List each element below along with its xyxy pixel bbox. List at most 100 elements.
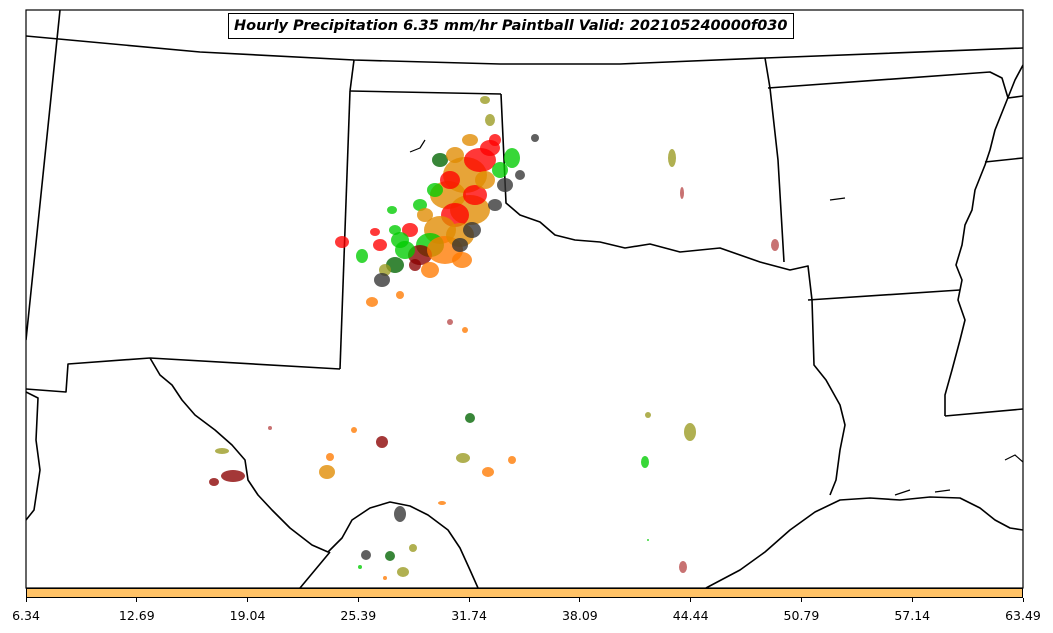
state-boundary-co-west: [349, 59, 355, 92]
colorbar-tick-mark: [247, 598, 249, 602]
precip-blob: [456, 453, 470, 463]
precip-blob: [645, 412, 651, 418]
state-boundary-ok-east: [764, 57, 785, 263]
mexico-boundary: [26, 391, 331, 588]
precip-blob: [376, 436, 388, 448]
precip-blob: [492, 162, 508, 178]
precip-blob: [438, 501, 446, 505]
precip-blob: [680, 187, 684, 199]
colorbar-tick-label: 50.79: [783, 608, 820, 623]
colorbar-tick-mark: [911, 598, 913, 602]
state-boundary-texas: [149, 93, 846, 496]
precip-blob: [268, 426, 272, 430]
precip-blob: [446, 147, 464, 163]
colorbar-tick-mark: [1022, 598, 1024, 602]
precip-blob: [409, 544, 417, 552]
precip-blob: [383, 576, 387, 580]
colorbar-tick-mark: [136, 598, 138, 602]
colorbar-tick-mark: [579, 598, 581, 602]
precip-blob: [413, 199, 427, 211]
precip-blob: [489, 134, 501, 146]
colorbar: [26, 588, 1023, 598]
colorbar-tick-label: 31.74: [451, 608, 488, 623]
state-boundary-nm-north: [349, 90, 502, 95]
precip-blob: [394, 506, 406, 522]
precip-blob: [480, 96, 490, 104]
state-boundary-ar-la: [807, 289, 961, 301]
colorbar-tick-label: 44.44: [672, 608, 709, 623]
precip-blob: [463, 222, 481, 238]
colorbar-tick-label: 19.04: [229, 608, 266, 623]
precip-blob: [397, 567, 409, 577]
precip-blob: [215, 448, 229, 454]
precip-blob: [389, 225, 401, 235]
state-boundary-mississippi-river: [944, 64, 1023, 416]
precip-blob: [447, 319, 453, 325]
colorbar-tick-label: 63.49: [1005, 608, 1041, 623]
precip-blob: [421, 262, 439, 278]
precip-blob: [402, 223, 418, 237]
colorbar-tick-label: 57.14: [894, 608, 931, 623]
precip-blob: [452, 238, 468, 252]
precip-blob: [488, 199, 502, 211]
precip-blob: [508, 456, 516, 464]
colorbar-tick-mark: [357, 598, 359, 602]
colorbar-tick-label: 38.09: [561, 608, 598, 623]
precip-blob: [335, 236, 349, 248]
state-boundary-ks-ok: [767, 71, 1023, 99]
colorbar-tick-mark: [25, 598, 27, 602]
precip-blob: [647, 539, 649, 541]
precip-blob: [485, 114, 495, 126]
precip-blob: [771, 239, 779, 251]
colorbar-tick-mark: [468, 598, 470, 602]
colorbar-tick-label: 6.34: [12, 608, 40, 623]
state-boundary-la-ms: [944, 408, 1023, 417]
precip-blob: [356, 249, 368, 263]
precip-blob: [679, 561, 687, 573]
precip-blob: [452, 252, 472, 268]
state-boundary-nw: [26, 10, 61, 341]
precip-blob: [417, 208, 433, 222]
precip-blob: [326, 453, 334, 461]
precip-blob: [465, 413, 475, 423]
lake-detail-nm: [409, 139, 426, 153]
precip-blob: [668, 149, 676, 167]
precip-blob: [432, 153, 448, 167]
precip-blob: [515, 170, 525, 180]
precip-blob: [409, 259, 421, 271]
precip-blob: [366, 297, 378, 307]
precip-blob: [504, 148, 520, 168]
precip-blob: [462, 327, 468, 333]
coast-islands: [894, 454, 1023, 496]
colorbar-tick-mark: [690, 598, 692, 602]
precip-blob: [684, 423, 696, 441]
state-boundary-nm-west: [339, 90, 351, 370]
precip-blob: [475, 171, 495, 189]
precip-blob: [391, 232, 409, 248]
precip-blob: [358, 565, 362, 569]
lake-detail-ar: [829, 197, 846, 201]
rio-grande-border: [149, 357, 479, 588]
precip-blob: [370, 228, 380, 236]
colorbar-tick-label: 25.39: [340, 608, 377, 623]
map-title: Hourly Precipitation 6.35 mm/hr Paintbal…: [228, 13, 794, 39]
precip-blob: [531, 134, 539, 142]
paintball-blobs: [209, 96, 779, 580]
precip-blob: [427, 183, 443, 197]
state-boundary-ms-tn: [984, 157, 1023, 163]
precip-blob: [387, 206, 397, 214]
precip-blob: [351, 427, 357, 433]
precip-blob: [221, 470, 245, 482]
precip-blob: [482, 467, 494, 477]
precip-blob: [497, 178, 513, 192]
precip-blob: [462, 134, 478, 146]
precip-blob: [396, 291, 404, 299]
precip-blob: [440, 171, 460, 189]
precip-blob: [641, 456, 649, 468]
precip-blob: [361, 550, 371, 560]
precip-blob: [374, 273, 390, 287]
precip-blob: [209, 478, 219, 486]
colorbar-tick-mark: [800, 598, 802, 602]
precip-blob: [319, 465, 335, 479]
